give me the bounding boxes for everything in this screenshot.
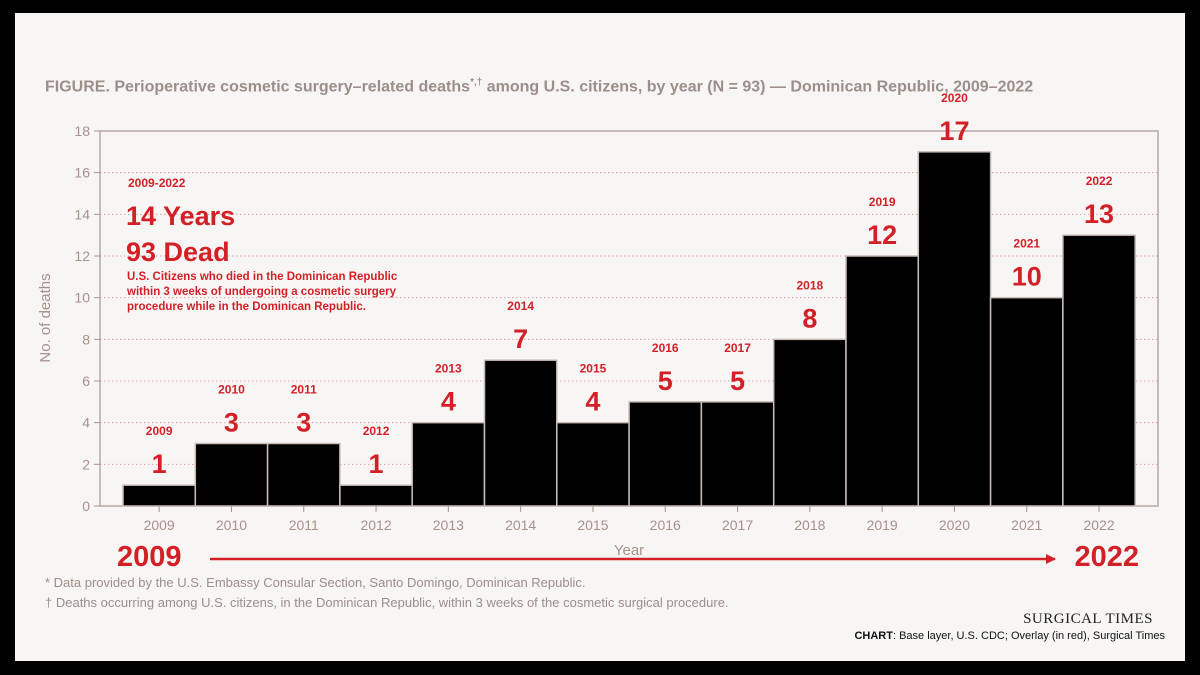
- y-tick-label: 14: [74, 206, 90, 222]
- x-tick-label-2016: 2016: [650, 517, 681, 533]
- y-tick-label: 0: [82, 498, 90, 514]
- year-annotation-2019: 2019: [869, 195, 896, 209]
- year-annotation-2022: 2022: [1086, 174, 1113, 188]
- x-tick-label-2012: 2012: [360, 517, 391, 533]
- bar-2018: [772, 338, 847, 507]
- x-tick-label-2017: 2017: [722, 517, 753, 533]
- x-tick-label-2018: 2018: [794, 517, 825, 533]
- bar-2011: [266, 442, 341, 507]
- data-label-2015: 4: [585, 387, 600, 417]
- title-footnote-marks: *,†: [470, 77, 483, 88]
- bar-2012: [339, 484, 413, 507]
- y-tick-label: 16: [74, 165, 90, 181]
- bar-2013: [411, 421, 486, 507]
- data-label-2021: 10: [1012, 262, 1042, 292]
- data-label-2014: 7: [513, 324, 528, 354]
- bar-2022: [1062, 234, 1136, 507]
- credit-text: : Base layer, U.S. CDC; Overlay (in red)…: [892, 630, 1165, 642]
- year-annotation-2014: 2014: [507, 299, 534, 313]
- year-annotation-2009: 2009: [146, 424, 173, 438]
- bar-2015: [556, 421, 630, 507]
- data-label-2016: 5: [658, 366, 673, 396]
- bar-2016: [628, 401, 703, 507]
- year-annotation-2015: 2015: [580, 362, 607, 376]
- data-label-2020: 17: [939, 116, 969, 146]
- timeline-start-year: 2009: [117, 541, 182, 573]
- y-tick-label: 4: [82, 415, 90, 431]
- y-tick-label: 18: [74, 123, 90, 139]
- footnote-data-source: * Data provided by the U.S. Embassy Cons…: [45, 575, 586, 590]
- year-annotation-2018: 2018: [796, 278, 823, 292]
- x-tick-label-2010: 2010: [216, 517, 247, 533]
- credit-label: CHART: [854, 630, 893, 642]
- year-annotation-2016: 2016: [652, 341, 679, 355]
- data-label-2019: 12: [867, 220, 897, 250]
- figure-card: FIGURE. Perioperative cosmetic surgery–r…: [15, 13, 1185, 661]
- overlay-range-label: 2009-2022: [128, 176, 186, 190]
- year-annotation-2011: 2011: [291, 383, 317, 397]
- footnote-death-definition: † Deaths occurring among U.S. citizens, …: [45, 595, 729, 610]
- data-label-2022: 13: [1084, 199, 1114, 229]
- y-tick-label: 2: [82, 456, 90, 472]
- overlay-description-line-3: procedure while in the Dominican Republi…: [127, 301, 366, 313]
- overlay-description-line-1: U.S. Citizens who died in the Dominican …: [127, 271, 398, 283]
- bar-2021: [989, 296, 1064, 507]
- year-annotation-2017: 2017: [724, 341, 751, 355]
- data-label-2017: 5: [730, 366, 745, 396]
- y-axis-label: No. of deaths: [37, 273, 54, 362]
- year-annotation-2010: 2010: [218, 383, 245, 397]
- bar-2009: [122, 484, 197, 507]
- x-tick-label-2014: 2014: [505, 517, 536, 533]
- x-tick-label-2022: 2022: [1083, 517, 1114, 533]
- y-tick-label: 8: [82, 331, 90, 347]
- x-tick-label-2020: 2020: [939, 517, 970, 533]
- x-axis-label: Year: [614, 542, 644, 559]
- x-tick-label-2019: 2019: [867, 517, 898, 533]
- data-label-2018: 8: [802, 303, 817, 333]
- figure-title: FIGURE. Perioperative cosmetic surgery–r…: [45, 77, 1034, 96]
- x-tick-label-2015: 2015: [577, 517, 608, 533]
- bar-2010: [194, 442, 269, 507]
- y-tick-label: 6: [82, 373, 90, 389]
- year-annotation-2020: 2020: [941, 91, 968, 105]
- overlay-headline-dead: 93 Dead: [126, 237, 230, 267]
- data-label-2010: 3: [224, 408, 239, 438]
- bar-2014: [483, 359, 558, 507]
- x-tick-label-2013: 2013: [433, 517, 464, 533]
- x-tick-label-2021: 2021: [1011, 517, 1042, 533]
- bar-2020: [917, 151, 992, 507]
- y-tick-label: 12: [74, 248, 90, 264]
- brand-logo-text: SURGICAL TIMES: [1023, 611, 1153, 627]
- overlay-description-line-2: within 3 weeks of undergoing a cosmetic …: [126, 286, 397, 298]
- timeline-end-year: 2022: [1074, 541, 1139, 573]
- x-tick-label-2009: 2009: [144, 517, 175, 533]
- data-label-2012: 1: [369, 449, 384, 479]
- year-annotation-2012: 2012: [363, 424, 390, 438]
- data-label-2009: 1: [152, 449, 167, 479]
- bar-2019: [845, 255, 920, 507]
- year-annotation-2013: 2013: [435, 362, 462, 376]
- data-label-2013: 4: [441, 387, 456, 417]
- x-tick-label-2011: 2011: [289, 517, 319, 533]
- year-annotation-2021: 2021: [1013, 237, 1040, 251]
- data-label-2011: 3: [296, 408, 311, 438]
- chart-credit: CHART: Base layer, U.S. CDC; Overlay (in…: [854, 630, 1165, 642]
- overlay-headline-years: 14 Years: [126, 201, 235, 231]
- bar-2017: [700, 401, 775, 507]
- y-tick-label: 10: [74, 290, 90, 306]
